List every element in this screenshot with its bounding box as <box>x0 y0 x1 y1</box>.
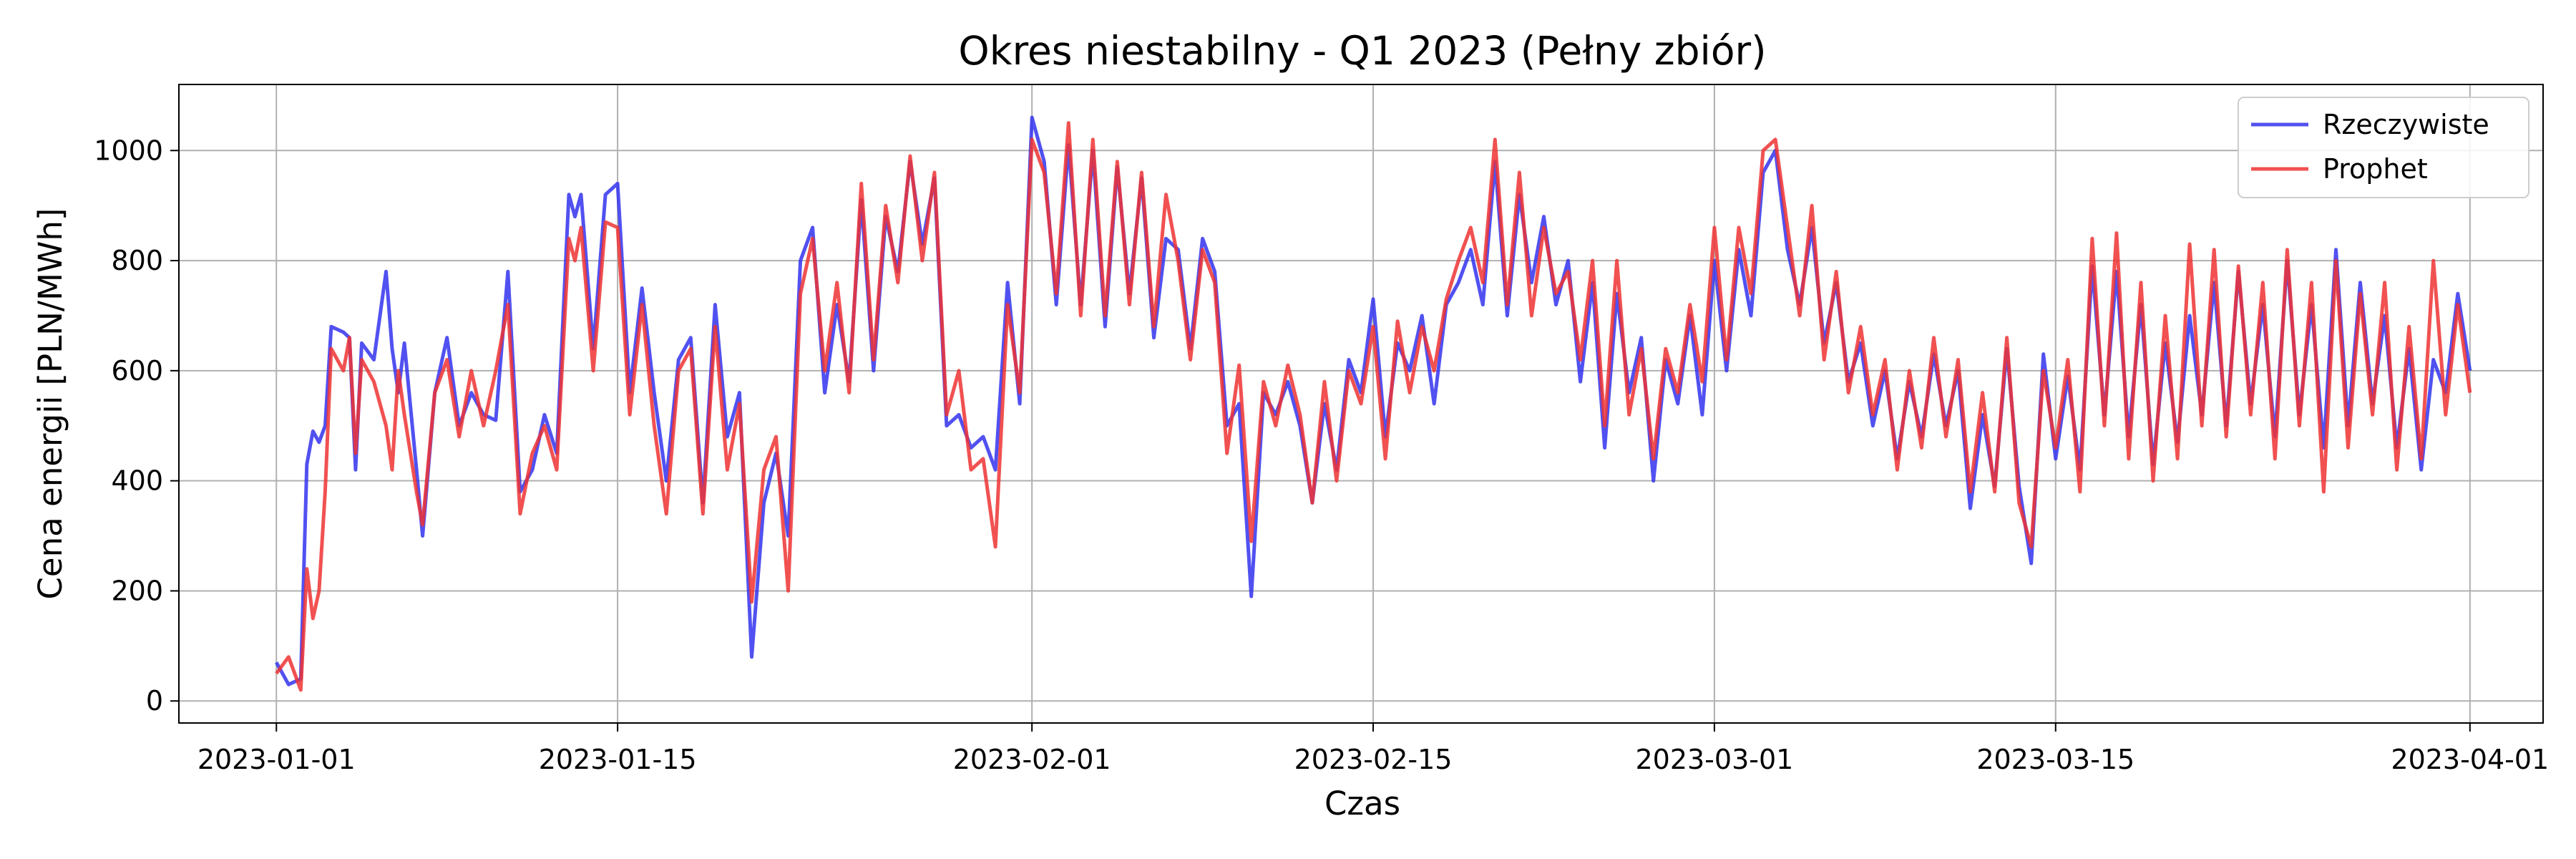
legend-label-prophet: Prophet <box>2323 153 2428 185</box>
series-layer <box>275 115 2472 692</box>
y-axis-label: Cena energii [PLN/MWh] <box>31 208 69 600</box>
x-axis-ticks: 2023-01-01 2023-01-15 2023-02-01 2023-02-15… <box>197 723 2549 775</box>
x-tick-label: 2023-02-01 <box>953 744 1111 775</box>
plot-frame <box>178 84 2544 724</box>
y-tick-label: 1000 <box>94 135 163 166</box>
y-axis-ticks: 0 200 400 600 800 1000 <box>94 135 179 717</box>
chart-title: Okres niestabilny - Q1 2023 (Pełny zbiór… <box>958 28 1766 74</box>
y-tick-label: 200 <box>111 575 163 606</box>
y-tick-label: 0 <box>146 685 163 717</box>
x-tick-label: 2023-01-15 <box>539 744 697 775</box>
y-tick-label: 400 <box>111 465 163 497</box>
legend-box <box>2238 97 2529 198</box>
x-tick-label: 2023-03-01 <box>1635 744 1793 775</box>
x-tick-label: 2023-01-01 <box>197 744 356 775</box>
x-axis-label: Czas <box>1324 785 1400 822</box>
legend: Rzeczywiste Prophet <box>2238 97 2529 198</box>
x-tick-label: 2023-02-15 <box>1294 744 1453 775</box>
x-tick-label: 2023-03-15 <box>1976 744 2135 775</box>
legend-label-rzeczywiste: Rzeczywiste <box>2323 109 2489 140</box>
series-line-prophet <box>275 121 2472 692</box>
y-tick-label: 800 <box>111 245 163 276</box>
grid-lines <box>179 84 2543 723</box>
y-tick-label: 600 <box>111 355 163 387</box>
x-tick-label: 2023-04-01 <box>2391 744 2549 775</box>
